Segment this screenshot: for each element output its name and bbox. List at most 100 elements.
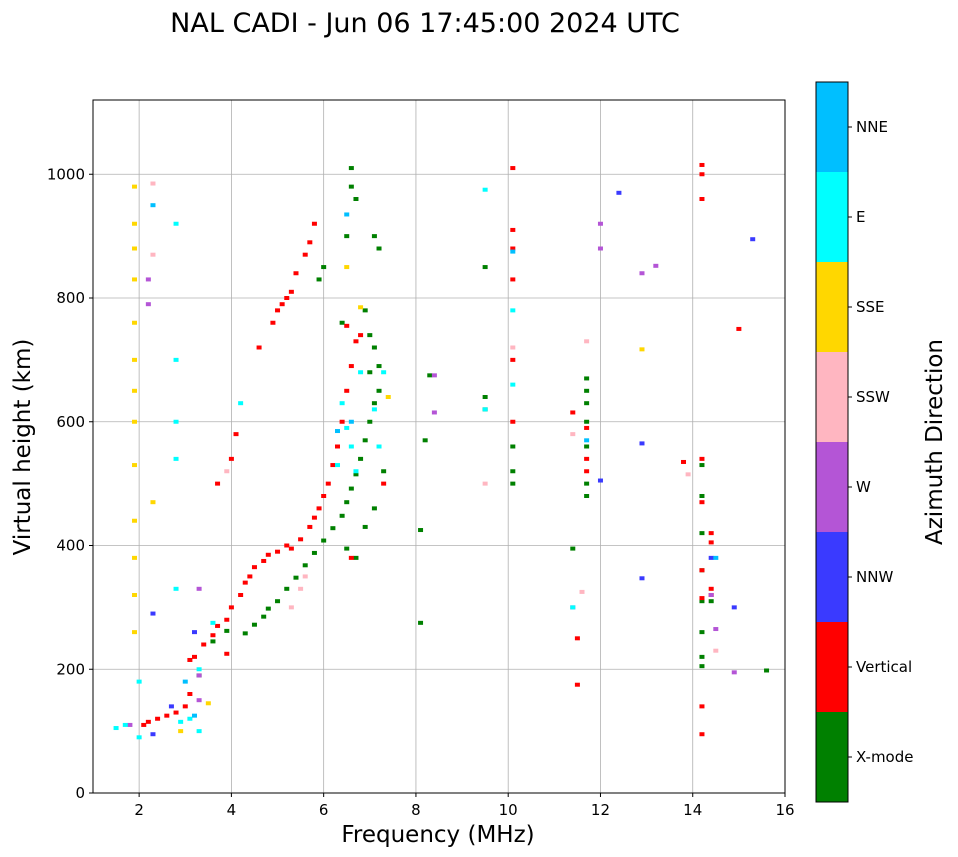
data-point: [251, 622, 257, 627]
data-point: [288, 546, 294, 551]
colorbar-tick-label: W: [856, 478, 871, 496]
data-point: [736, 326, 742, 331]
x-tick-label: 16: [775, 801, 794, 819]
colorbar-tick-label: SSW: [856, 388, 890, 406]
data-point: [510, 382, 516, 387]
data-point: [247, 574, 253, 579]
colorbar-segment: [816, 622, 848, 712]
data-point: [302, 574, 308, 579]
data-point: [210, 620, 216, 625]
data-point: [187, 692, 193, 696]
data-point: [699, 463, 705, 468]
data-point: [242, 631, 248, 636]
colorbar-segment: [816, 262, 848, 352]
data-point: [224, 617, 230, 622]
data-point: [316, 506, 322, 511]
data-point: [145, 277, 151, 282]
data-point: [344, 234, 350, 239]
data-point: [482, 407, 488, 412]
data-point: [584, 419, 590, 424]
data-point: [584, 456, 590, 461]
colorbar-segment: [816, 712, 848, 802]
data-point: [584, 494, 590, 498]
data-point: [298, 586, 304, 591]
data-point: [145, 719, 151, 724]
data-point: [353, 469, 359, 474]
data-point: [122, 722, 128, 727]
data-point: [699, 630, 705, 635]
data-point: [150, 181, 156, 186]
data-point: [510, 246, 516, 251]
data-point: [348, 184, 354, 189]
data-point: [597, 221, 603, 226]
data-point: [353, 555, 359, 560]
data-point: [113, 726, 119, 731]
data-point: [639, 347, 645, 352]
data-point: [265, 552, 271, 557]
data-point: [182, 704, 188, 709]
data-point: [132, 357, 138, 362]
data-point: [584, 438, 590, 443]
data-point: [371, 506, 377, 511]
data-point: [141, 722, 147, 727]
data-point: [178, 719, 184, 724]
series-sse: [132, 184, 645, 734]
data-point: [376, 246, 382, 251]
data-point: [132, 221, 138, 226]
data-point: [288, 289, 294, 294]
data-point: [132, 246, 138, 251]
data-point: [348, 444, 354, 449]
data-point: [228, 456, 234, 461]
data-point: [381, 370, 387, 375]
colorbar-tick-label: E: [856, 208, 865, 226]
colorbar-segment: [816, 532, 848, 622]
data-point: [708, 540, 714, 545]
data-point: [132, 555, 138, 560]
data-point: [731, 670, 737, 675]
data-point: [335, 463, 341, 468]
y-axis-ticks: 0 200 400 600 800 1000: [47, 165, 93, 802]
data-point: [196, 729, 202, 734]
data-point: [713, 627, 719, 632]
data-point: [708, 593, 714, 597]
y-tick-label: 0: [75, 784, 85, 802]
data-point: [210, 639, 216, 644]
data-point: [584, 425, 590, 430]
data-point: [302, 563, 308, 568]
colorbar: X-mode Vertical NNW W SSW SSE E NNE: [815, 81, 913, 803]
data-point: [584, 481, 590, 486]
data-point: [155, 716, 161, 721]
x-tick-label: 14: [683, 801, 702, 819]
data-point: [335, 444, 341, 449]
data-point: [173, 586, 179, 591]
data-point: [215, 623, 221, 628]
data-point: [187, 657, 193, 662]
y-axis-label: Virtual height (km): [10, 339, 36, 556]
data-point: [173, 221, 179, 226]
data-point: [358, 370, 364, 375]
data-point: [699, 172, 705, 177]
colorbar-tick-label: SSE: [856, 298, 885, 316]
data-point: [431, 373, 437, 378]
y-tick-label: 400: [56, 537, 85, 555]
data-point: [132, 593, 138, 597]
data-point: [238, 401, 244, 406]
data-point: [298, 537, 304, 542]
data-point: [344, 265, 350, 270]
data-point: [307, 524, 313, 529]
data-point: [574, 636, 580, 641]
data-point: [699, 599, 705, 604]
data-point: [293, 575, 299, 580]
data-point: [681, 459, 687, 464]
data-point: [265, 606, 271, 611]
data-point: [574, 682, 580, 687]
data-point: [699, 654, 705, 659]
data-point: [330, 526, 336, 531]
chart-title: NAL CADI - Jun 06 17:45:00 2024 UTC: [170, 8, 680, 39]
data-point: [251, 565, 257, 570]
data-point: [713, 555, 719, 560]
data-point: [584, 401, 590, 406]
data-point: [750, 237, 756, 242]
data-point: [699, 197, 705, 201]
data-point: [196, 667, 202, 672]
